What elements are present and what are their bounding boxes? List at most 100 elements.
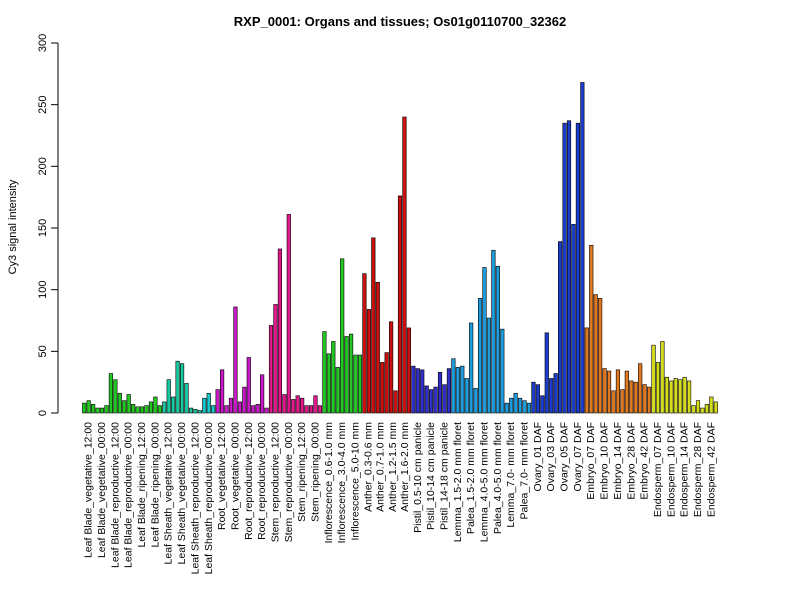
bar — [500, 328, 505, 414]
x-tick-label: Stem_ripening_12:00 — [296, 422, 308, 522]
bar — [393, 390, 398, 414]
chart-title: RXP_0001: Organs and tissues; Os01g01107… — [234, 14, 566, 29]
bar — [704, 404, 709, 414]
bar — [424, 385, 429, 414]
bar — [211, 405, 216, 414]
x-tick-label: Stem_ripening_00:00 — [310, 422, 322, 522]
bar — [629, 380, 634, 414]
bar — [357, 354, 363, 414]
bar — [348, 333, 354, 414]
x-tick-label: Ovary_03 DAF — [545, 422, 557, 491]
bar — [184, 383, 189, 414]
bar — [531, 381, 536, 414]
bar — [522, 400, 527, 414]
bar — [282, 394, 287, 414]
bar — [633, 381, 638, 414]
bar — [371, 237, 376, 414]
x-tick-label: Leaf Blade_reproductive_00:00 — [123, 422, 135, 568]
x-axis-tick-labels: Leaf Blade_vegetative_12:00 Leaf Blade_ve… — [83, 422, 718, 575]
y-tick-label: 300 — [37, 34, 49, 52]
bar — [304, 405, 309, 414]
x-tick-label: Leaf Blade_reproductive_12:00 — [109, 422, 121, 568]
bar — [91, 404, 96, 414]
bar — [300, 397, 305, 414]
x-tick-label: Endosperm_14 DAF — [679, 422, 691, 517]
bar — [442, 384, 447, 414]
bar — [179, 363, 185, 414]
bar — [598, 297, 603, 414]
x-tick-label: Lemma_1.5-2.0 mm floret — [452, 422, 464, 542]
bar — [313, 395, 318, 414]
bar — [277, 248, 283, 414]
bar — [228, 397, 234, 414]
bar — [242, 386, 247, 414]
bar — [117, 392, 122, 414]
x-tick-label: Pistil_14-18 cm panicle — [438, 422, 450, 530]
x-tick-label: Leaf Sheath_vegetative_12:00 — [163, 422, 175, 565]
bar — [415, 368, 420, 414]
bar — [460, 365, 465, 414]
bar — [317, 405, 323, 414]
x-tick-label: Inflorescence_0.6-1.0 mm — [323, 422, 335, 544]
bar — [713, 401, 718, 414]
x-tick-label: Root_reproductive_12:00 — [243, 422, 255, 540]
bar — [549, 378, 554, 414]
bar — [353, 354, 358, 414]
x-tick-label: Pistil_0.5-10 cm panicle — [412, 422, 424, 533]
x-tick-label: Leaf Sheath_reproductive_00:00 — [203, 422, 215, 575]
bar — [509, 397, 514, 414]
y-tick-label: 50 — [37, 345, 49, 357]
bar — [224, 405, 229, 414]
bar — [469, 322, 474, 414]
bar — [99, 407, 105, 414]
bar — [344, 336, 349, 414]
bar — [584, 327, 589, 414]
bar — [286, 214, 291, 414]
bar — [420, 369, 425, 414]
x-tick-label: Embryo_07 DAF — [585, 422, 597, 500]
bar — [673, 378, 678, 414]
x-tick-label: Pistil_10-14 cm panicle — [425, 422, 437, 530]
bar — [389, 321, 394, 414]
y-axis: 0 50 100 150 200 250 300 — [37, 34, 59, 416]
bar — [615, 369, 621, 414]
bar — [380, 362, 385, 414]
bar — [188, 407, 194, 414]
bar — [691, 405, 696, 414]
bar — [638, 363, 643, 414]
bar — [606, 370, 612, 414]
bar — [482, 267, 487, 414]
bars — [82, 82, 718, 414]
x-tick-label: Leaf Blade_vegetative_00:00 — [96, 422, 108, 558]
bar — [513, 392, 518, 414]
bar — [566, 120, 572, 414]
x-tick-label: Root_vegetative_00:00 — [229, 422, 241, 530]
y-tick-label: 150 — [37, 219, 49, 237]
bar — [477, 297, 483, 414]
bar — [197, 410, 202, 414]
bar — [268, 325, 274, 414]
bar — [540, 395, 545, 414]
bar — [135, 406, 140, 414]
bar — [473, 388, 478, 414]
x-tick-label: Stem_reproductive_12:00 — [269, 422, 281, 542]
x-tick-label: Stem_reproductive_00:00 — [283, 422, 295, 542]
x-tick-label: Anther_1.6-2.0 mm — [399, 422, 411, 512]
x-tick-label: Root_vegetative_12:00 — [216, 422, 228, 530]
bar — [331, 341, 336, 414]
bar — [131, 404, 136, 414]
x-tick-label: Endosperm_28 DAF — [692, 422, 704, 517]
bar — [215, 389, 220, 414]
bar — [362, 273, 367, 414]
x-tick-label: Leaf Blade_vegetative_12:00 — [83, 422, 95, 558]
bar — [695, 400, 701, 414]
bar — [535, 384, 540, 414]
bar — [593, 294, 598, 414]
bar — [122, 400, 127, 414]
x-tick-label: Leaf Sheath_vegetative_00:00 — [176, 422, 188, 565]
bar — [562, 122, 567, 414]
bar — [162, 401, 167, 414]
x-tick-label: Leaf Sheath_reproductive_12:00 — [189, 422, 201, 575]
bar — [206, 392, 211, 414]
bar — [166, 379, 171, 414]
